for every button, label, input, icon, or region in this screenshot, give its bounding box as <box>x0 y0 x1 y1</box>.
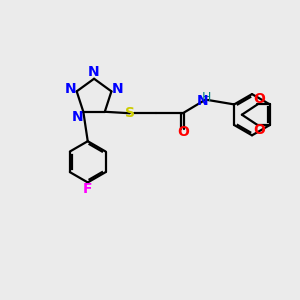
Text: N: N <box>64 82 76 96</box>
Text: O: O <box>253 123 265 137</box>
Text: N: N <box>88 65 99 79</box>
Text: N: N <box>72 110 84 124</box>
Text: N: N <box>197 94 208 108</box>
Text: O: O <box>177 125 189 140</box>
Text: S: S <box>125 106 135 120</box>
Text: H: H <box>202 91 211 103</box>
Text: O: O <box>253 92 265 106</box>
Text: F: F <box>83 182 92 196</box>
Text: N: N <box>112 82 124 96</box>
